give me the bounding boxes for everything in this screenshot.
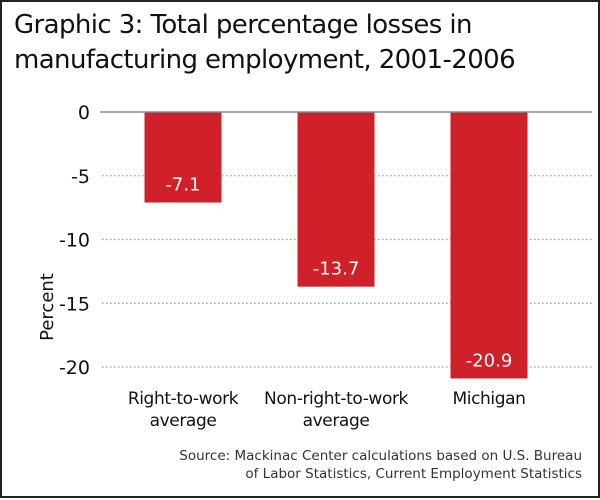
data-label: -20.9	[466, 350, 513, 371]
bar	[450, 112, 528, 379]
x-tick-label: average	[150, 411, 217, 431]
y-tick-label: -15	[59, 293, 90, 315]
chart-title-line-1: Graphic 3: Total percentage losses in	[14, 10, 473, 40]
bar	[144, 112, 222, 203]
source-line-1: Source: Mackinac Center calculations bas…	[179, 448, 582, 464]
data-label: -13.7	[313, 259, 360, 280]
y-tick-label: -10	[59, 230, 90, 252]
bar	[297, 112, 375, 287]
chart-source: Source: Mackinac Center calculations bas…	[112, 447, 582, 483]
x-tick-label: average	[303, 411, 370, 431]
x-tick-label: Right-to-work	[128, 389, 239, 409]
y-tick-label: -5	[71, 166, 90, 188]
chart-title: Graphic 3: Total percentage losses in ma…	[14, 8, 516, 78]
x-tick-label: Non-right-to-work	[264, 389, 409, 409]
y-tick-label: -20	[59, 357, 90, 379]
x-tick-label: Michigan	[452, 389, 525, 409]
y-axis-label: Percent	[37, 273, 58, 341]
chart-title-line-2: manufacturing employment, 2001-2006	[14, 45, 516, 75]
data-label: -7.1	[165, 175, 200, 196]
source-line-2: of Labor Statistics, Current Employment …	[245, 466, 582, 482]
y-tick-label: 0	[78, 102, 90, 124]
